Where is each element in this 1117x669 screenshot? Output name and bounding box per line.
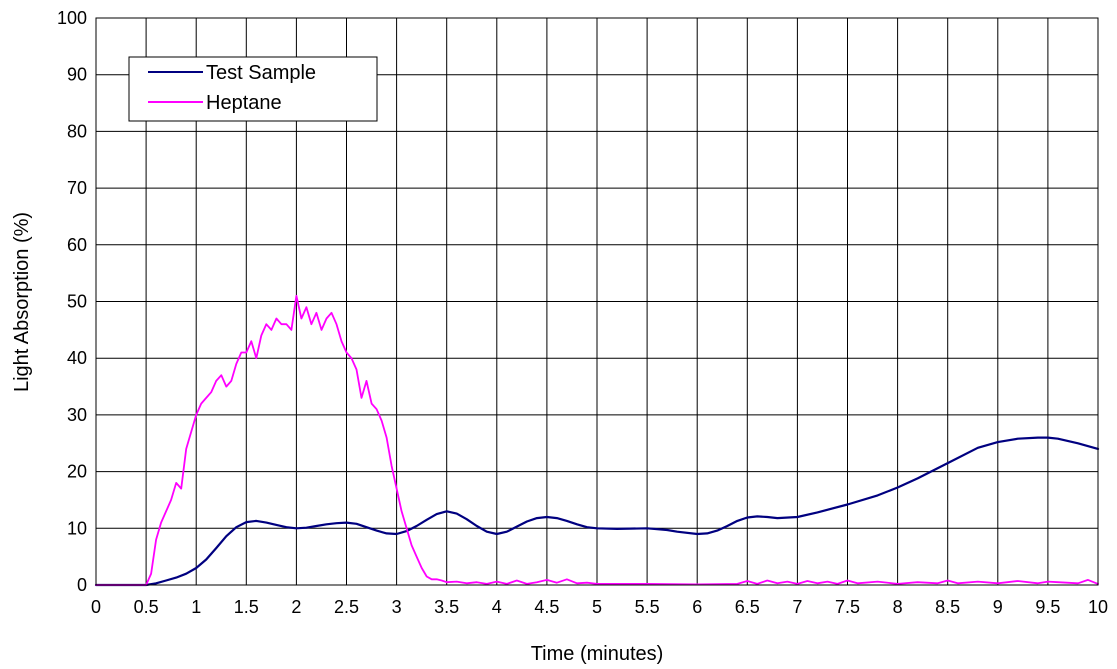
y-tick-label: 50 <box>67 292 87 312</box>
y-tick-label: 20 <box>67 462 87 482</box>
legend-label-heptane: Heptane <box>206 92 282 114</box>
x-tick-label: 10 <box>1088 597 1108 617</box>
x-tick-label: 2 <box>291 597 301 617</box>
plot-frame <box>95 17 1099 586</box>
y-tick-label: 100 <box>57 8 87 28</box>
y-tick-label: 80 <box>67 121 87 141</box>
x-tick-label: 3.5 <box>434 597 459 617</box>
y-tick-label: 0 <box>77 575 87 595</box>
x-tick-label: 4 <box>492 597 502 617</box>
x-tick-label: 1 <box>191 597 201 617</box>
x-tick-label: 5 <box>592 597 602 617</box>
legend-label-test-sample: Test Sample <box>206 62 316 84</box>
x-tick-label: 2.5 <box>334 597 359 617</box>
x-tick-label: 6.5 <box>735 597 760 617</box>
x-tick-label: 8 <box>893 597 903 617</box>
y-tick-label: 70 <box>67 178 87 198</box>
y-tick-label: 60 <box>67 235 87 255</box>
legend: Test Sample Heptane <box>128 56 378 122</box>
x-tick-label: 6 <box>692 597 702 617</box>
x-tick-label: 9 <box>993 597 1003 617</box>
x-axis-title: Time (minutes) <box>531 643 664 665</box>
y-axis-tick-labels: 0 10 20 30 40 50 60 70 80 90 100 <box>57 8 87 595</box>
y-tick-label: 40 <box>67 348 87 368</box>
x-tick-label: 1.5 <box>234 597 259 617</box>
x-tick-label: 5.5 <box>635 597 660 617</box>
x-tick-label: 7 <box>792 597 802 617</box>
x-tick-label: 9.5 <box>1035 597 1060 617</box>
x-tick-label: 4.5 <box>534 597 559 617</box>
x-tick-label: 0.5 <box>134 597 159 617</box>
y-tick-label: 90 <box>67 65 87 85</box>
y-axis-title: Light Absorption (%) <box>11 212 33 392</box>
x-axis-tick-labels: 0 0.5 1 1.5 2 2.5 3 3.5 4 4.5 5 5.5 6 6.5 7 7.5 8 8.5 9 9.5… <box>91 597 1108 617</box>
legend-box <box>128 56 378 122</box>
series-line-test-sample <box>94 436 1100 587</box>
x-tick-label: 7.5 <box>835 597 860 617</box>
x-tick-label: 0 <box>91 597 101 617</box>
series-lines <box>94 294 1100 587</box>
x-tick-label: 8.5 <box>935 597 960 617</box>
x-tick-label: 3 <box>392 597 402 617</box>
y-tick-label: 10 <box>67 518 87 538</box>
series-line-heptane <box>95 294 1099 586</box>
y-tick-label: 30 <box>67 405 87 425</box>
